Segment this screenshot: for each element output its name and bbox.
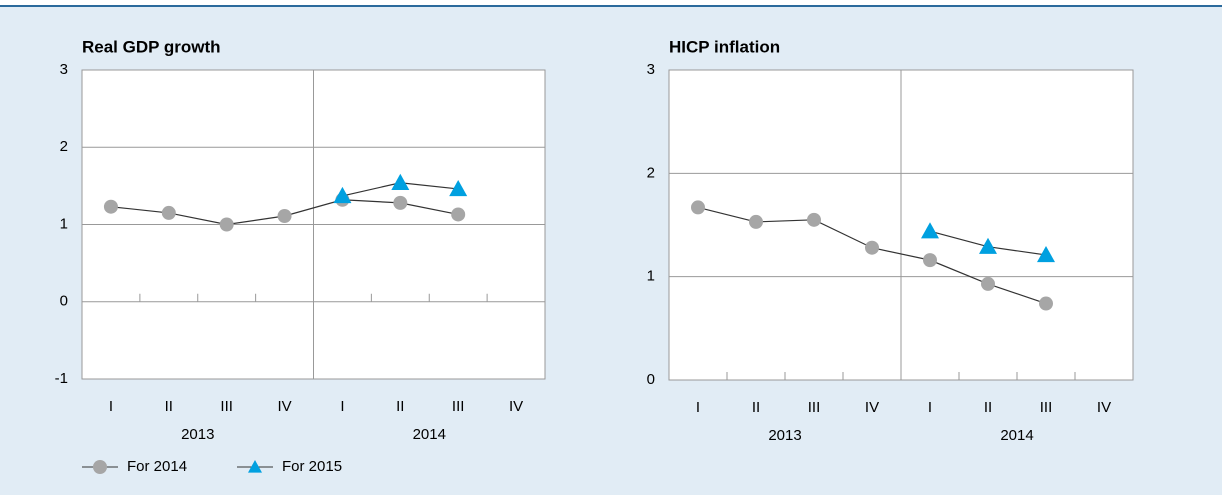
marker [807, 212, 821, 227]
marker [979, 237, 997, 254]
chart-title: Real GDP growth [82, 37, 221, 56]
x-group-label: 2013 [768, 427, 801, 444]
x-tick-label: II [165, 398, 173, 415]
legend-label: For 2015 [282, 458, 342, 475]
x-tick-label: III [808, 399, 821, 416]
marker [333, 186, 352, 204]
marker [865, 240, 879, 255]
marker [103, 199, 118, 214]
x-tick-label: I [928, 399, 932, 416]
marker [921, 222, 939, 239]
x-tick-label: IV [509, 398, 523, 415]
y-tick-label: 0 [60, 293, 68, 310]
marker [923, 253, 937, 268]
marker [161, 205, 176, 220]
marker [1037, 245, 1055, 263]
marker [449, 179, 468, 197]
marker [451, 207, 466, 222]
y-tick-label: 0 [647, 371, 655, 388]
legend-marker [93, 460, 107, 474]
marker [691, 200, 705, 215]
x-tick-label: I [696, 399, 700, 416]
y-tick-label: 1 [647, 268, 655, 285]
marker [391, 173, 410, 190]
marker [749, 214, 763, 229]
x-tick-label: IV [865, 399, 879, 416]
legend-marker [248, 460, 262, 473]
x-tick-label: II [984, 399, 992, 416]
x-tick-label: I [340, 398, 344, 415]
y-tick-label: 2 [60, 138, 68, 155]
x-tick-label: III [220, 398, 233, 415]
x-tick-label: IV [277, 398, 291, 415]
x-tick-label: II [752, 399, 760, 416]
y-tick-label: 1 [60, 215, 68, 232]
marker [277, 209, 292, 224]
y-tick-label: 3 [60, 61, 68, 78]
x-tick-label: III [1040, 399, 1053, 416]
x-tick-label: III [452, 398, 465, 415]
x-group-label: 2014 [1000, 427, 1033, 444]
chart-title: HICP inflation [669, 37, 780, 56]
y-tick-label: -1 [55, 370, 68, 387]
y-tick-label: 2 [647, 164, 655, 181]
marker [393, 195, 408, 210]
marker [1039, 296, 1053, 311]
x-tick-label: II [396, 398, 404, 415]
x-tick-label: IV [1097, 399, 1111, 416]
marker [219, 217, 234, 232]
x-group-label: 2014 [413, 426, 446, 443]
x-group-label: 2013 [181, 426, 214, 443]
x-tick-label: I [109, 398, 113, 415]
marker [981, 276, 995, 291]
y-tick-label: 3 [647, 61, 655, 78]
legend-label: For 2014 [127, 458, 187, 475]
